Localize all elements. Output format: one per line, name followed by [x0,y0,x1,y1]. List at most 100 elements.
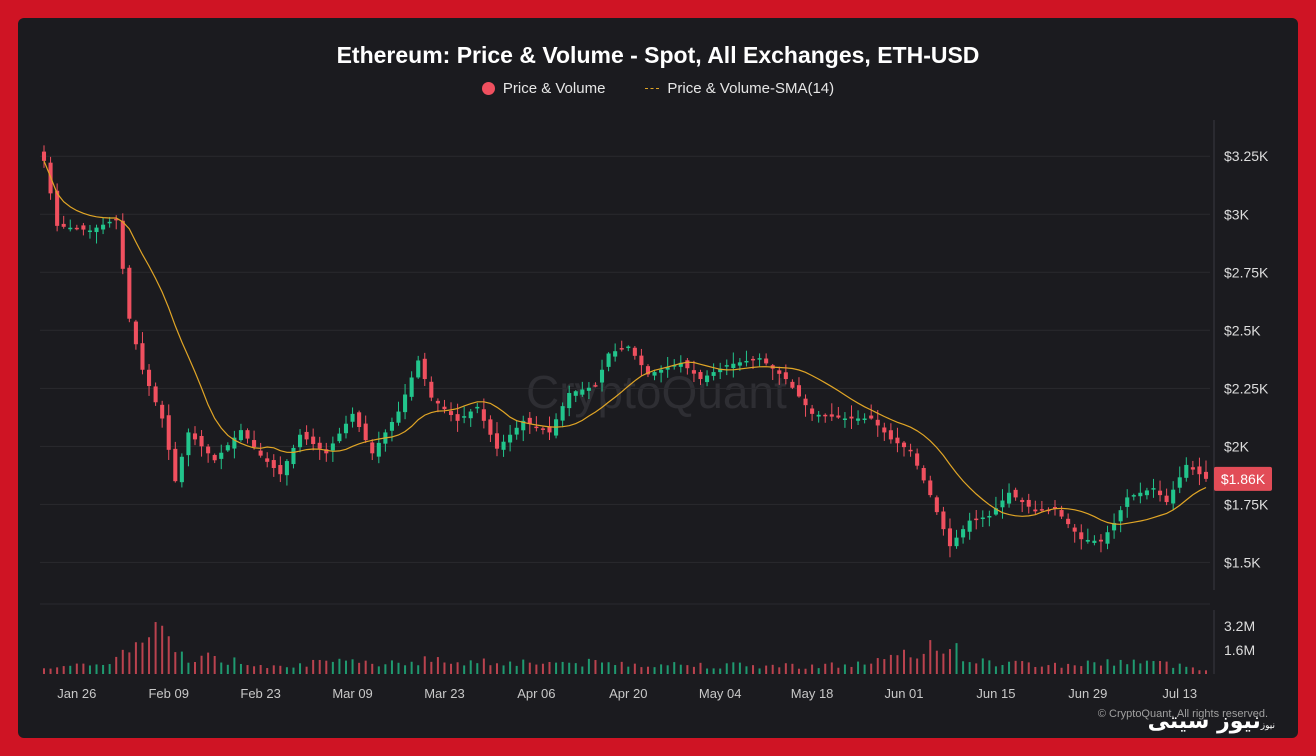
candle-body [521,420,526,431]
candle-body [225,445,230,451]
volume-bar [128,652,131,674]
legend-dashed-line-icon [645,88,660,89]
volume-bars [43,622,1207,674]
candle-body [252,440,257,448]
volume-bar [331,661,334,674]
volume-bar [981,658,984,674]
volume-bar [75,663,78,674]
volume-bar [200,655,203,674]
candle-body [1171,489,1176,504]
candle-body [645,366,651,375]
volume-bar [870,663,873,674]
candle-body [442,406,447,410]
volume-bar [889,654,892,674]
candle-body [1092,540,1097,543]
volume-bar [239,663,242,674]
volume-bar [344,660,347,674]
volume-bar [213,656,216,674]
candle-body [468,411,473,419]
candle-body [455,414,460,421]
volume-bar [180,651,183,674]
candle-body [823,414,828,417]
brand-small: نیوز [1260,721,1275,731]
candle-body [101,224,106,230]
legend-item-price-volume[interactable]: Price & Volume [481,80,605,97]
volume-axis: 3.2M 1.6M [1224,618,1255,658]
volume-bar [627,666,630,674]
legend-item-sma[interactable]: Price & Volume-SMA(14) [645,80,834,97]
volume-bar [706,668,709,674]
volume-bar [259,665,262,674]
candle-body [370,442,375,454]
volume-bar [292,667,295,674]
volume-bar [830,662,833,674]
legend-label-sma: Price & Volume-SMA(14) [667,80,835,97]
candle-body [901,442,907,448]
volume-bar [843,664,846,674]
volume-bar [1080,666,1083,674]
x-tick-label: May 18 [791,686,834,701]
candle-body [1000,500,1005,508]
candle-body [580,389,585,395]
candle-body [829,414,834,417]
volume-bar [666,665,669,674]
y-tick-label: $3.25K [1224,148,1269,164]
volume-bar [955,643,958,674]
volume-bar [692,666,695,674]
x-tick-label: Jul 13 [1162,686,1197,701]
candle-body [731,363,736,369]
volume-bar [771,664,774,674]
volume-bar [758,668,761,674]
legend-dot-icon [481,82,495,95]
volume-bar [397,662,400,674]
volume-bar [929,640,932,674]
candle-body [166,415,171,450]
volume-bar [371,663,374,674]
candle-body [107,221,112,224]
volume-bar [1172,667,1175,674]
volume-bar [187,662,190,674]
volume-bar [804,668,807,674]
candle-body [698,372,703,380]
x-tick-label: Apr 06 [517,686,555,701]
candle-body [1066,518,1071,525]
volume-bar [646,666,649,674]
candle-body [389,421,394,431]
candle-body [796,385,802,397]
volume-bar [1198,670,1201,674]
volume-bar [942,653,945,674]
candle-body [304,431,309,440]
volume-bar [167,636,170,674]
volume-bar [220,662,223,674]
volume-bar [1001,665,1004,674]
volume-bar [266,668,269,674]
volume-bar [318,659,321,674]
volume-bar [935,650,938,674]
candle-body [1125,497,1130,507]
candle-body [343,423,349,434]
candle-body [1020,499,1025,503]
y-tick-label: $1.5K [1224,554,1261,570]
candle-body [908,449,913,452]
candle-body [856,418,861,421]
candles [41,145,1209,558]
candle-body [435,400,440,404]
candlestick-chart[interactable]: CryptoQuant $3.25K$3K$2.75K$2.5K$2.25K$2… [18,18,1298,738]
volume-bar [299,663,302,674]
volume-bar [1008,661,1011,674]
candle-body [448,411,454,416]
volume-bar [1027,662,1030,674]
candle-body [711,372,716,376]
price-axis: $3.25K $3K $2.75K $2.5K $2.25K $2K $1.75K $1.5K [1224,148,1269,570]
volume-bar [811,664,814,674]
volume-bar [535,664,538,674]
volume-bar [752,665,755,674]
candle-body [567,392,572,409]
candle-body [160,404,165,419]
candle-body [1072,527,1077,532]
y-tick-label: $2.5K [1224,322,1261,338]
volume-bar [56,667,59,674]
candle-body [271,460,276,469]
candle-body [501,441,506,450]
candle-body [928,480,933,496]
